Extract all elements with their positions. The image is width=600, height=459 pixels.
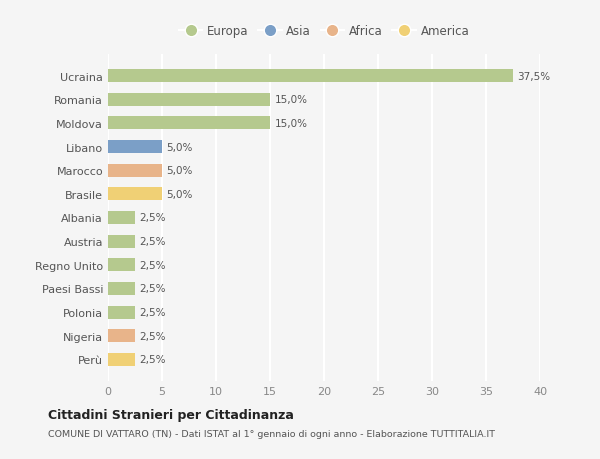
Text: 2,5%: 2,5% <box>139 355 166 364</box>
Text: 5,0%: 5,0% <box>166 166 193 176</box>
Bar <box>108 212 135 224</box>
Text: 37,5%: 37,5% <box>517 72 550 81</box>
Bar <box>108 141 162 154</box>
Bar <box>108 164 162 177</box>
Text: 2,5%: 2,5% <box>139 213 166 223</box>
Bar <box>108 235 135 248</box>
Text: Cittadini Stranieri per Cittadinanza: Cittadini Stranieri per Cittadinanza <box>48 408 294 421</box>
Text: 5,0%: 5,0% <box>166 190 193 199</box>
Text: 15,0%: 15,0% <box>274 118 307 129</box>
Bar <box>108 94 270 106</box>
Bar <box>108 259 135 272</box>
Bar <box>108 353 135 366</box>
Text: 2,5%: 2,5% <box>139 284 166 294</box>
Text: COMUNE DI VATTARO (TN) - Dati ISTAT al 1° gennaio di ogni anno - Elaborazione TU: COMUNE DI VATTARO (TN) - Dati ISTAT al 1… <box>48 429 495 438</box>
Bar <box>108 70 513 83</box>
Bar <box>108 188 162 201</box>
Legend: Europa, Asia, Africa, America: Europa, Asia, Africa, America <box>175 22 473 42</box>
Bar <box>108 330 135 342</box>
Text: 2,5%: 2,5% <box>139 331 166 341</box>
Text: 15,0%: 15,0% <box>274 95 307 105</box>
Text: 2,5%: 2,5% <box>139 260 166 270</box>
Bar <box>108 282 135 295</box>
Bar <box>108 306 135 319</box>
Text: 5,0%: 5,0% <box>166 142 193 152</box>
Bar <box>108 117 270 130</box>
Text: 2,5%: 2,5% <box>139 308 166 318</box>
Text: 2,5%: 2,5% <box>139 237 166 246</box>
